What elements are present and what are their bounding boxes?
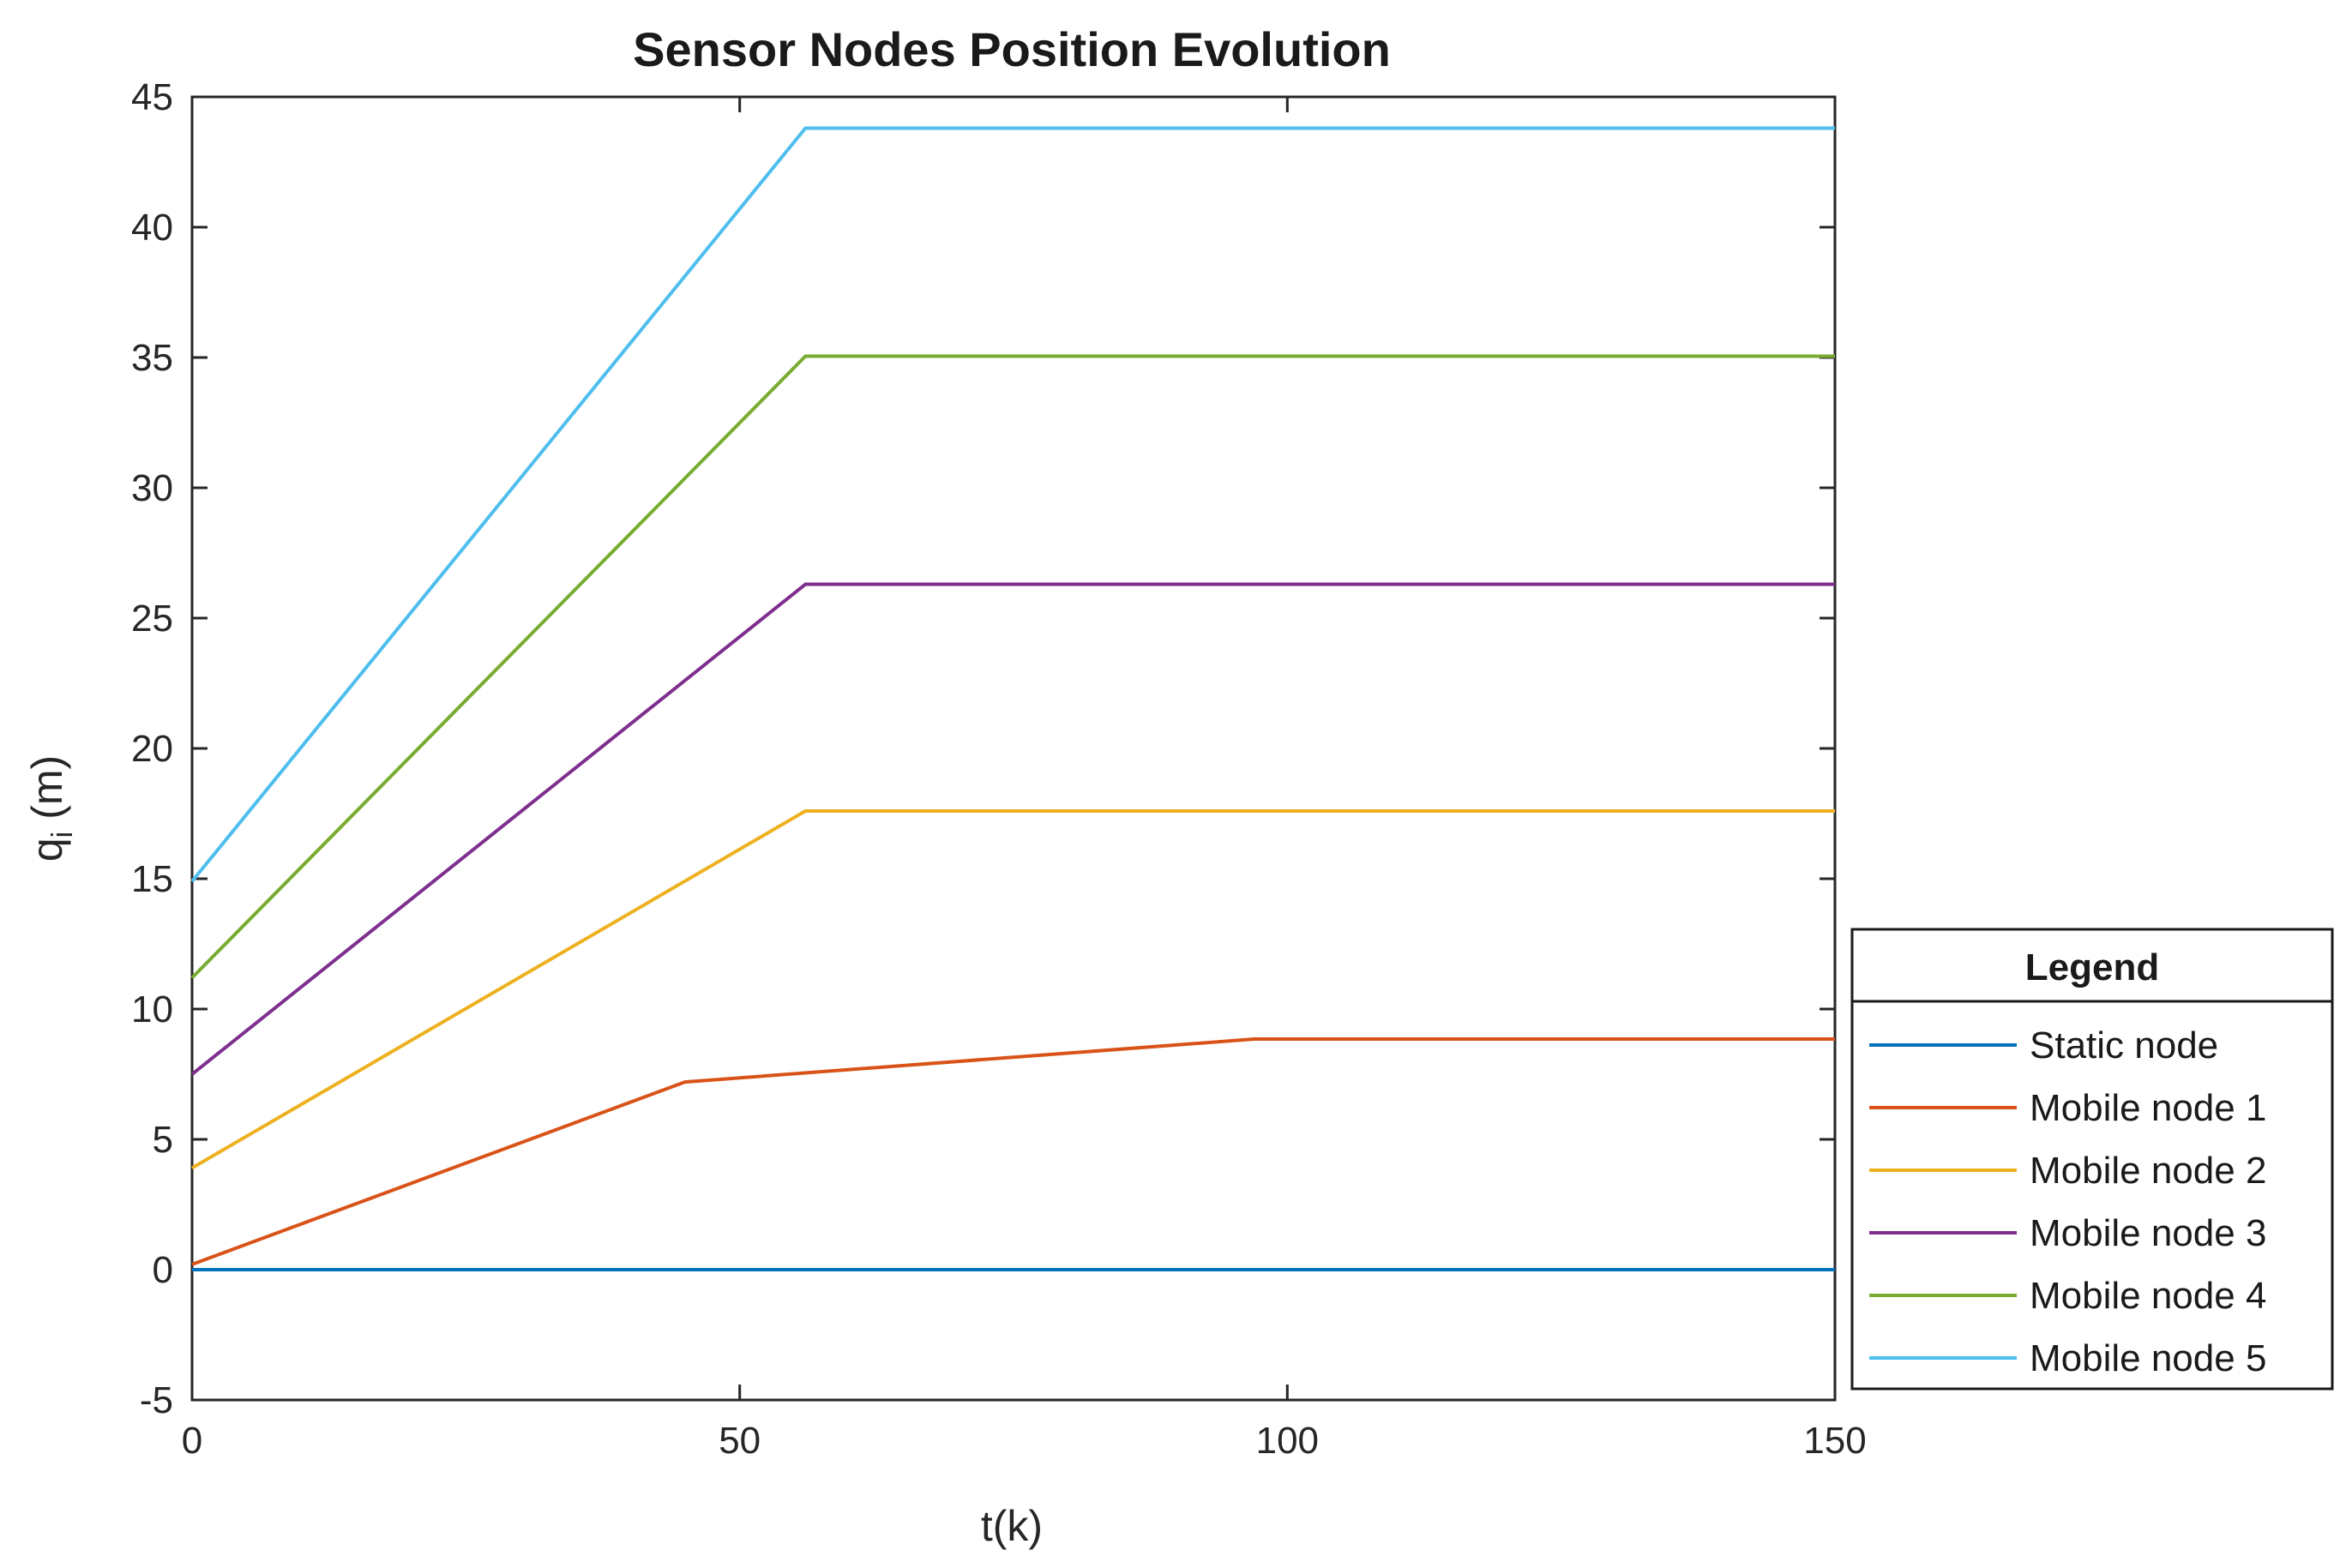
y-tick-label: 15 — [131, 858, 173, 900]
series-line-5 — [190, 354, 1835, 979]
y-tick-label: 0 — [153, 1249, 173, 1291]
series-line-3 — [190, 809, 1835, 1170]
legend-item: Static node — [1869, 1024, 2218, 1066]
y-tick-label: 25 — [131, 598, 173, 640]
y-tick-label: 45 — [131, 76, 173, 118]
legend-item: Mobile node 4 — [1869, 1275, 2266, 1317]
y-axis-label-subscript: i — [46, 832, 79, 838]
x-tick-label: 0 — [182, 1420, 202, 1462]
legend: Legend Static node Mobile node 1 Mobile no… — [1850, 928, 2334, 1391]
legend-item-label: Mobile node 2 — [2030, 1150, 2266, 1192]
y-axis-label: qi (m) — [23, 755, 79, 862]
series-line-4 — [190, 582, 1835, 1076]
x-axis-label: t(k) — [981, 1502, 1043, 1550]
data-series — [190, 126, 1835, 1271]
series-line-2 — [191, 1037, 1835, 1266]
y-tick-label: 35 — [131, 337, 173, 379]
legend-item: Mobile node 1 — [1869, 1087, 2266, 1129]
x-tick-label: 100 — [1256, 1420, 1319, 1462]
legend-item-label: Mobile node 4 — [2030, 1275, 2266, 1317]
legend-item-label: Mobile node 3 — [2030, 1212, 2266, 1254]
y-tick-label: -5 — [140, 1379, 173, 1421]
plot-area — [190, 95, 1837, 1402]
y-tick-label: 40 — [131, 207, 173, 249]
y-axis-label-unit: (m) — [23, 755, 71, 820]
y-tick-label: 20 — [131, 728, 173, 770]
y-tick-label: 30 — [131, 467, 173, 509]
legend-item: Mobile node 3 — [1869, 1212, 2266, 1254]
legend-item-label: Mobile node 5 — [2030, 1337, 2266, 1379]
x-tick-label: 50 — [719, 1420, 761, 1462]
legend-items: Static node Mobile node 1 Mobile node 2 Mob… — [1869, 1024, 2266, 1379]
y-axis-label-symbol: q — [23, 838, 71, 862]
y-tick-label: 5 — [153, 1119, 173, 1161]
series-line-6 — [190, 126, 1835, 883]
legend-item-label: Mobile node 1 — [2030, 1087, 2266, 1129]
legend-item: Mobile node 5 — [1869, 1337, 2266, 1379]
y-tick-label: 10 — [131, 988, 173, 1030]
plot-border — [190, 95, 1837, 1402]
chart-title: Sensor Nodes Position Evolution — [633, 22, 1391, 76]
legend-box — [1850, 928, 2334, 1391]
legend-item-label: Static node — [2030, 1024, 2218, 1066]
legend-item: Mobile node 2 — [1869, 1150, 2266, 1192]
x-tick-label: 150 — [1803, 1420, 1866, 1462]
legend-title: Legend — [2025, 946, 2159, 988]
